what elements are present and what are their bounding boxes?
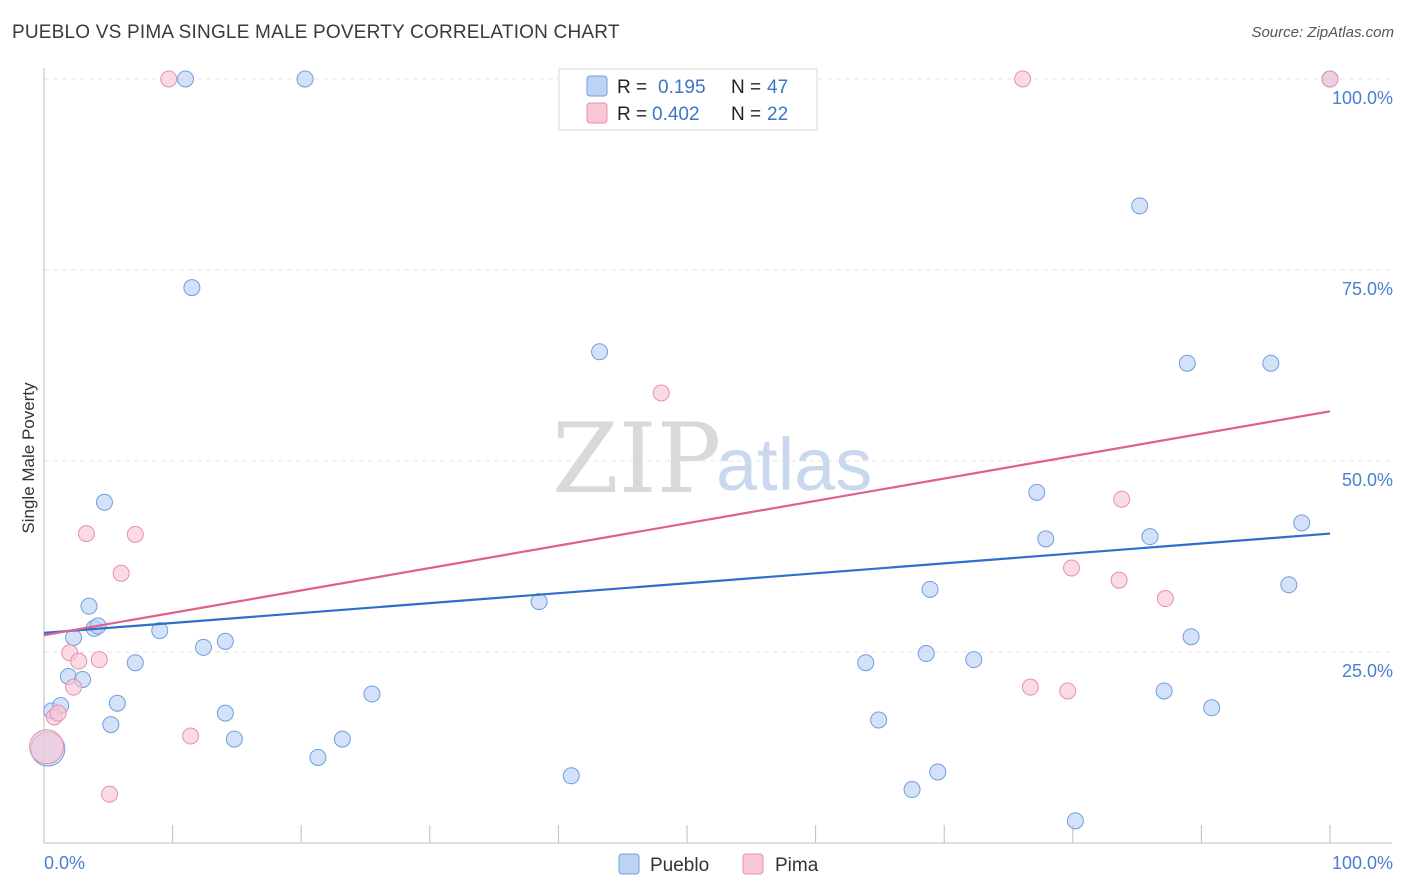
pima-point-17 xyxy=(1063,559,1081,577)
pueblo-point-18 xyxy=(216,704,234,722)
data-points xyxy=(29,70,1339,830)
pueblo-point-9 xyxy=(95,493,113,511)
source-label: Source: ZipAtlas.com xyxy=(1251,24,1394,41)
chart-title: PUEBLO VS PIMA SINGLE MALE POVERTY CORRE… xyxy=(12,22,620,43)
pima-point-10 xyxy=(126,525,144,543)
pueblo-point-34 xyxy=(1028,483,1046,501)
pima-point-21 xyxy=(1321,70,1339,88)
pueblo-point-6 xyxy=(80,597,98,615)
x-tick-label-0: 0.0% xyxy=(44,853,85,873)
legend-swatch-pueblo xyxy=(586,75,608,97)
pueblo-point-42 xyxy=(1203,699,1221,717)
pueblo-point-30 xyxy=(917,645,935,663)
pueblo-point-45 xyxy=(1293,514,1311,532)
pueblo-point-43 xyxy=(1262,354,1280,372)
watermark-zip: ZIP xyxy=(552,403,721,515)
pueblo-point-13 xyxy=(151,622,169,640)
watermark: ZIP atlas xyxy=(552,403,872,515)
legend: R = 0.195 N = 47 R = 0.402 N = 22 xyxy=(558,68,818,131)
bottom-legend: Pueblo Pima xyxy=(618,853,819,876)
pueblo-point-37 xyxy=(1131,197,1149,215)
pima-trend-line xyxy=(43,410,1331,637)
pueblo-point-15 xyxy=(183,279,201,297)
pueblo-point-29 xyxy=(903,781,921,799)
pima-point-8 xyxy=(101,785,119,803)
pima-point-20 xyxy=(1156,590,1174,608)
legend-n-label-pueblo: N = xyxy=(731,77,761,98)
pima-point-18 xyxy=(1110,571,1128,589)
pueblo-trend-line xyxy=(43,532,1331,634)
pueblo-point-17 xyxy=(216,632,234,650)
pueblo-point-27 xyxy=(857,654,875,672)
y-tick-label-1: 50.0% xyxy=(1342,470,1393,490)
pueblo-point-25 xyxy=(562,767,580,785)
pueblo-point-41 xyxy=(1182,628,1200,646)
pueblo-point-10 xyxy=(102,716,120,734)
pueblo-point-44 xyxy=(1280,576,1298,594)
legend-r-value-pima: 0.402 xyxy=(652,104,700,125)
pima-point-7 xyxy=(90,651,108,669)
bottom-legend-label-pima: Pima xyxy=(775,855,819,876)
pueblo-point-35 xyxy=(1037,530,1055,548)
tick-labels: 25.0% 50.0% 75.0% 100.0% 0.0% 100.0% xyxy=(44,88,1393,873)
legend-n-label-pima: N = xyxy=(731,104,761,125)
bottom-legend-swatch-pueblo xyxy=(618,853,640,875)
pima-point-4 xyxy=(65,678,83,696)
legend-swatch-pima xyxy=(586,102,608,124)
bottom-legend-label-pueblo: Pueblo xyxy=(650,855,709,876)
pima-point-2 xyxy=(49,704,67,722)
pueblo-point-28 xyxy=(870,711,888,729)
legend-r-value-pueblo: 0.195 xyxy=(658,77,706,98)
y-tick-label-0: 25.0% xyxy=(1342,661,1393,681)
pima-point-16 xyxy=(1059,682,1077,700)
pueblo-point-21 xyxy=(309,748,327,766)
y-axis-label: Single Male Poverty xyxy=(19,382,38,534)
pima-point-9 xyxy=(112,564,130,582)
pueblo-point-14 xyxy=(176,70,194,88)
trend-lines xyxy=(43,410,1331,637)
watermark-atlas: atlas xyxy=(716,423,872,506)
pueblo-point-33 xyxy=(965,651,983,669)
pima-point-12 xyxy=(182,727,200,745)
bottom-legend-swatch-pima xyxy=(742,853,764,875)
pueblo-point-26 xyxy=(591,343,609,361)
pima-point-19 xyxy=(1113,490,1131,508)
pueblo-point-40 xyxy=(1178,354,1196,372)
pueblo-point-12 xyxy=(126,654,144,672)
y-tick-label-2: 75.0% xyxy=(1342,279,1393,299)
pueblo-point-36 xyxy=(1066,812,1084,830)
pueblo-point-39 xyxy=(1155,682,1173,700)
y-tick-label-3: 100.0% xyxy=(1332,88,1393,108)
legend-n-value-pima: 22 xyxy=(767,104,788,125)
pueblo-point-38 xyxy=(1141,528,1159,546)
pima-point-0 xyxy=(29,729,65,765)
pueblo-point-32 xyxy=(929,763,947,781)
legend-n-value-pueblo: 47 xyxy=(767,77,788,98)
pueblo-point-23 xyxy=(363,685,381,703)
pima-point-15 xyxy=(1021,678,1039,696)
legend-r-label-pueblo: R = xyxy=(617,77,647,98)
pueblo-point-11 xyxy=(108,694,126,712)
x-tick-label-1: 100.0% xyxy=(1332,853,1393,873)
pueblo-point-31 xyxy=(921,580,939,598)
pima-point-11 xyxy=(160,70,178,88)
pima-point-6 xyxy=(77,525,95,543)
pueblo-point-20 xyxy=(296,70,314,88)
legend-r-label-pima: R = xyxy=(617,104,647,125)
pima-point-5 xyxy=(70,652,88,670)
pueblo-point-22 xyxy=(333,730,351,748)
pueblo-point-19 xyxy=(225,730,243,748)
pima-point-14 xyxy=(1014,70,1032,88)
pima-point-13 xyxy=(652,384,670,402)
pueblo-point-16 xyxy=(194,638,212,656)
